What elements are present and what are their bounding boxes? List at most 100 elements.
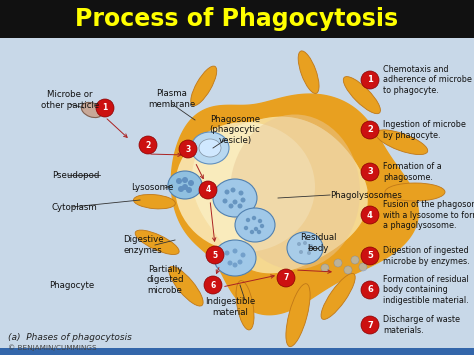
Text: Discharge of waste
materials.: Discharge of waste materials. bbox=[383, 315, 460, 335]
Circle shape bbox=[361, 247, 379, 265]
Text: Microbe or
other particle: Microbe or other particle bbox=[41, 90, 99, 110]
Text: 3: 3 bbox=[367, 168, 373, 176]
Circle shape bbox=[225, 190, 229, 195]
Ellipse shape bbox=[343, 77, 381, 114]
Circle shape bbox=[139, 136, 157, 154]
Text: Process of Phagocytosis: Process of Phagocytosis bbox=[75, 7, 399, 31]
Text: Phagocyte: Phagocyte bbox=[49, 280, 95, 289]
Ellipse shape bbox=[191, 66, 217, 106]
Circle shape bbox=[206, 246, 224, 264]
Ellipse shape bbox=[175, 122, 315, 252]
Circle shape bbox=[244, 226, 248, 230]
Ellipse shape bbox=[385, 183, 445, 201]
Circle shape bbox=[237, 260, 243, 264]
Ellipse shape bbox=[213, 179, 257, 217]
Circle shape bbox=[228, 261, 233, 266]
Circle shape bbox=[361, 316, 379, 334]
Circle shape bbox=[182, 184, 188, 190]
Circle shape bbox=[228, 203, 234, 208]
Circle shape bbox=[204, 276, 222, 294]
Circle shape bbox=[233, 248, 237, 253]
Text: 4: 4 bbox=[367, 211, 373, 219]
Text: Cytoplasm: Cytoplasm bbox=[52, 202, 98, 212]
Ellipse shape bbox=[191, 132, 229, 164]
Circle shape bbox=[297, 242, 301, 246]
Text: 2: 2 bbox=[367, 126, 373, 135]
Text: Lysosome: Lysosome bbox=[131, 184, 173, 192]
Circle shape bbox=[186, 187, 192, 193]
Circle shape bbox=[303, 241, 307, 245]
Circle shape bbox=[344, 266, 352, 274]
Text: 6: 6 bbox=[367, 285, 373, 295]
Ellipse shape bbox=[321, 273, 355, 320]
Circle shape bbox=[299, 250, 303, 254]
Text: 1: 1 bbox=[367, 76, 373, 84]
Circle shape bbox=[230, 187, 236, 192]
Bar bbox=[0, 348, 474, 355]
Circle shape bbox=[178, 186, 184, 192]
Circle shape bbox=[182, 177, 188, 183]
Ellipse shape bbox=[199, 139, 221, 157]
Text: Plasma
membrane: Plasma membrane bbox=[148, 89, 196, 109]
Text: 5: 5 bbox=[212, 251, 218, 260]
Text: Partially
digested
microbe: Partially digested microbe bbox=[146, 265, 184, 295]
Circle shape bbox=[233, 200, 237, 204]
Circle shape bbox=[250, 230, 254, 234]
Text: (a)  Phases of phagocytosis: (a) Phases of phagocytosis bbox=[8, 333, 132, 343]
Circle shape bbox=[237, 203, 243, 208]
Bar bbox=[0, 0, 474, 38]
Text: 5: 5 bbox=[367, 251, 373, 261]
Circle shape bbox=[361, 71, 379, 89]
Text: 2: 2 bbox=[146, 141, 151, 149]
Polygon shape bbox=[171, 94, 419, 315]
Circle shape bbox=[96, 99, 114, 117]
Polygon shape bbox=[191, 116, 368, 274]
Bar bbox=[0, 38, 474, 355]
Text: 7: 7 bbox=[367, 321, 373, 329]
Circle shape bbox=[361, 206, 379, 224]
Ellipse shape bbox=[169, 266, 203, 306]
Ellipse shape bbox=[286, 284, 310, 346]
Circle shape bbox=[254, 227, 258, 231]
Text: Formation of a
phagosome.: Formation of a phagosome. bbox=[383, 162, 442, 182]
Circle shape bbox=[257, 230, 261, 234]
Text: Pseudopod: Pseudopod bbox=[52, 170, 100, 180]
Text: 6: 6 bbox=[210, 280, 216, 289]
Ellipse shape bbox=[235, 208, 275, 242]
Ellipse shape bbox=[134, 195, 175, 209]
Circle shape bbox=[359, 263, 367, 271]
Circle shape bbox=[309, 244, 313, 248]
Text: Ingestion of microbe
by phagocyte.: Ingestion of microbe by phagocyte. bbox=[383, 120, 466, 140]
Text: © BENJAMIN/CUMMINGS: © BENJAMIN/CUMMINGS bbox=[8, 345, 97, 351]
Text: Digestive
enzymes: Digestive enzymes bbox=[123, 235, 164, 255]
Circle shape bbox=[246, 218, 250, 222]
Circle shape bbox=[258, 219, 262, 223]
Circle shape bbox=[334, 259, 342, 267]
Text: 1: 1 bbox=[102, 104, 108, 113]
Ellipse shape bbox=[168, 171, 202, 199]
Ellipse shape bbox=[82, 103, 102, 118]
Text: Residual
body: Residual body bbox=[300, 233, 336, 253]
Circle shape bbox=[176, 178, 182, 184]
Ellipse shape bbox=[236, 280, 254, 330]
Circle shape bbox=[361, 281, 379, 299]
Circle shape bbox=[233, 262, 237, 268]
Circle shape bbox=[188, 180, 194, 186]
Circle shape bbox=[252, 216, 256, 220]
Text: Phagolysosomes: Phagolysosomes bbox=[330, 191, 402, 200]
Circle shape bbox=[361, 163, 379, 181]
Circle shape bbox=[225, 251, 229, 256]
Text: Digestion of ingested
microbe by enzymes.: Digestion of ingested microbe by enzymes… bbox=[383, 246, 470, 266]
Text: Phagosome
(phagocytic
vesicle): Phagosome (phagocytic vesicle) bbox=[210, 115, 260, 145]
Text: 3: 3 bbox=[185, 144, 191, 153]
Ellipse shape bbox=[376, 130, 428, 154]
Text: Chemotaxis and
adherence of microbe
to phagocyte.: Chemotaxis and adherence of microbe to p… bbox=[383, 65, 472, 95]
Circle shape bbox=[277, 269, 295, 287]
Circle shape bbox=[361, 121, 379, 139]
Circle shape bbox=[238, 191, 244, 196]
Circle shape bbox=[222, 198, 228, 203]
Ellipse shape bbox=[298, 51, 319, 93]
Text: 7: 7 bbox=[283, 273, 289, 283]
Ellipse shape bbox=[135, 230, 179, 255]
Text: Fusion of the phagosome
with a lysosome to form
a phagolysosome.: Fusion of the phagosome with a lysosome … bbox=[383, 200, 474, 230]
